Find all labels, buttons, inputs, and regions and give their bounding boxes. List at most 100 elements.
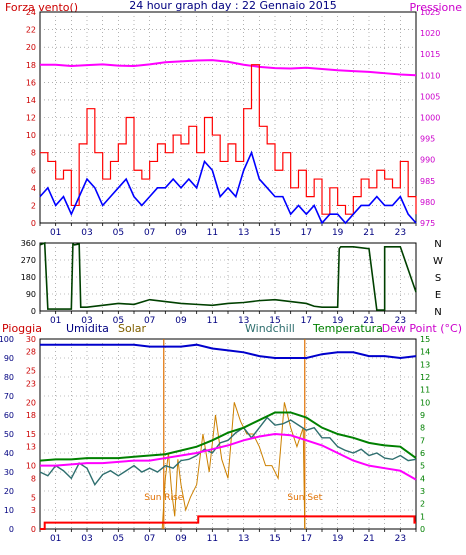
humidity-y-tick-label: 20 xyxy=(4,487,14,496)
rain-y-tick-label: 3 xyxy=(31,506,36,515)
compass-label: N xyxy=(434,239,441,250)
humidity-y-tick-label: 30 xyxy=(4,468,14,477)
temperature-line xyxy=(39,411,417,462)
x-tick-label: 13 xyxy=(238,228,249,238)
wind-y-tick-label: 4 xyxy=(31,184,36,193)
rain-y-tick-label: 28 xyxy=(26,348,36,357)
rain-y-tick-label: 15 xyxy=(26,430,36,439)
direction-y-tick-label: 270 xyxy=(21,256,36,265)
rain-y-tick-label: 13 xyxy=(26,443,36,452)
direction-line xyxy=(39,241,417,311)
temperature-y-tick-label: 0 xyxy=(420,525,425,534)
pressure-y-tick-label: 1005 xyxy=(420,92,440,101)
x-tick-label: 13 xyxy=(238,316,249,326)
x-tick-label: 19 xyxy=(332,316,344,326)
temperature-y-tick-label: 7 xyxy=(420,436,425,445)
x-tick-label: 05 xyxy=(113,534,124,544)
temperature-y-tick-label: 3 xyxy=(420,487,425,496)
humidity-y-tick-label: 40 xyxy=(4,449,14,458)
temperature-y-tick-label: 1 xyxy=(420,512,425,521)
humidity-y-tick-label: 10 xyxy=(4,506,14,515)
direction-y-tick-label: 180 xyxy=(21,273,36,282)
x-tick-label: 09 xyxy=(175,534,187,544)
legend-windchill: Windchill xyxy=(245,322,295,335)
pressure-y-tick-label: 1000 xyxy=(420,114,440,123)
wind-y-tick-label: 2 xyxy=(31,201,36,210)
wind-y-tick-label: 14 xyxy=(26,96,36,105)
x-tick-label: 23 xyxy=(395,228,406,238)
temperature-y-tick-label: 2 xyxy=(420,500,425,509)
x-tick-label: 01 xyxy=(50,534,61,544)
compass-label: N xyxy=(434,307,441,318)
temperature-y-tick-label: 15 xyxy=(420,335,430,344)
wind-average-line xyxy=(39,150,417,225)
x-tick-label: 21 xyxy=(363,228,374,238)
x-tick-label: 21 xyxy=(363,316,374,326)
x-tick-label: 23 xyxy=(395,534,406,544)
temperature-y-tick-label: 8 xyxy=(420,424,425,433)
chart-title: 24 hour graph day : 22 Gennaio 2015 xyxy=(129,0,337,12)
pressure-axis-title: Pressione xyxy=(410,1,463,14)
wind-y-tick-label: 22 xyxy=(26,26,36,35)
wind-y-tick-label: 16 xyxy=(26,78,36,87)
compass-label: S xyxy=(435,273,441,284)
x-tick-label: 01 xyxy=(50,316,61,326)
pressure-y-tick-label: 995 xyxy=(420,135,435,144)
pressure-y-tick-label: 1025 xyxy=(420,8,440,17)
sun-marker-label: Sun Set xyxy=(287,493,322,503)
temperature-y-tick-label: 10 xyxy=(420,398,430,407)
x-tick-label: 11 xyxy=(207,534,218,544)
humidity-line xyxy=(40,343,417,360)
x-tick-label: 15 xyxy=(269,228,280,238)
x-tick-label: 21 xyxy=(363,534,374,544)
pressure-y-tick-label: 1015 xyxy=(420,50,440,59)
wind-y-tick-label: 20 xyxy=(26,43,36,52)
temperature-y-tick-label: 12 xyxy=(420,373,430,382)
x-tick-label: 07 xyxy=(144,316,155,326)
x-tick-label: 03 xyxy=(81,316,92,326)
pressure-y-tick-label: 985 xyxy=(420,177,435,186)
x-tick-label: 19 xyxy=(332,534,344,544)
rain-y-tick-label: 8 xyxy=(31,474,36,483)
rain-y-tick-label: 0 xyxy=(31,525,36,534)
x-tick-label: 23 xyxy=(395,316,406,326)
chart-layer: 0246810121416182022249759809859909951000… xyxy=(0,8,443,544)
legend-dewpoint: Dew Point (°C) xyxy=(382,322,462,335)
humidity-y-tick-label: 0 xyxy=(9,525,14,534)
x-tick-label: 11 xyxy=(207,316,218,326)
pressure-y-tick-label: 990 xyxy=(420,156,435,165)
x-tick-label: 07 xyxy=(144,534,155,544)
x-tick-label: 09 xyxy=(175,228,187,238)
humidity-y-tick-label: 60 xyxy=(4,411,14,420)
temperature-y-tick-label: 13 xyxy=(420,360,430,369)
humidity-y-tick-label: 70 xyxy=(4,392,14,401)
rain-y-tick-label: 23 xyxy=(26,379,36,388)
humidity-y-tick-label: 90 xyxy=(4,354,14,363)
wind-y-tick-label: 12 xyxy=(26,114,36,123)
humidity-y-tick-label: 80 xyxy=(4,373,14,382)
x-tick-label: 07 xyxy=(144,228,155,238)
wind-axis-title: Forza vento() xyxy=(5,1,78,14)
x-tick-label: 13 xyxy=(238,534,249,544)
x-tick-label: 11 xyxy=(207,228,218,238)
temperature-y-tick-label: 4 xyxy=(420,474,425,483)
legend-solar: Solar xyxy=(118,322,147,335)
compass-label: E xyxy=(435,290,441,301)
x-tick-label: 17 xyxy=(301,228,312,238)
legend-rain: Pioggia xyxy=(2,322,42,335)
rain-y-tick-label: 18 xyxy=(26,411,36,420)
rain-y-tick-label: 20 xyxy=(26,398,36,407)
legend-humidity: Umidita xyxy=(66,322,109,335)
temperature-y-tick-label: 9 xyxy=(420,411,425,420)
solar-line xyxy=(161,402,306,530)
pressure-y-tick-label: 1020 xyxy=(420,29,440,38)
x-tick-label: 17 xyxy=(301,534,312,544)
wind-gust-line xyxy=(40,64,417,215)
compass-label: W xyxy=(433,256,443,267)
humidity-y-tick-label: 100 xyxy=(0,335,14,344)
rain-line xyxy=(40,515,416,530)
temperature-y-tick-label: 11 xyxy=(420,386,430,395)
temperature-y-tick-label: 6 xyxy=(420,449,425,458)
pressure-y-tick-label: 980 xyxy=(420,198,435,207)
